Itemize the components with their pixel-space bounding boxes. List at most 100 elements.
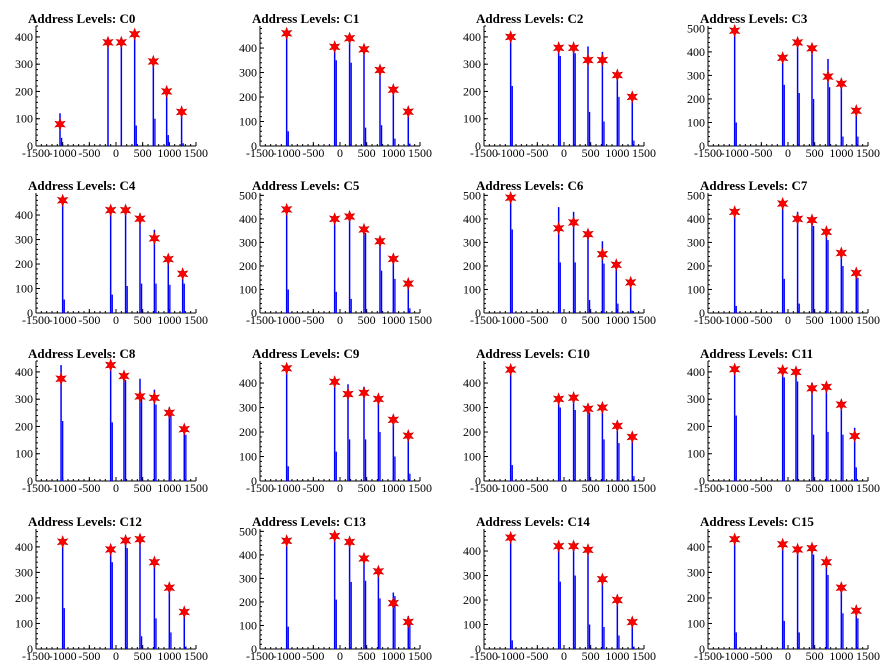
x-tick-label: -1000	[497, 649, 525, 663]
peak-marker	[358, 222, 370, 237]
y-tick-label: 200	[15, 419, 33, 433]
x-tick-label: -1500	[694, 481, 722, 495]
x-tick-label: 1000	[157, 481, 181, 495]
panel-title: Address Levels: C15	[700, 514, 814, 529]
x-tick-label: -500	[526, 313, 548, 327]
chart-panel-2: Address Levels: C2 0 100 200 300 400 -1500-100…	[463, 11, 656, 160]
peak-marker	[328, 529, 341, 543]
x-tick-label: 500	[134, 313, 152, 327]
peak-marker	[567, 539, 580, 553]
y-tick-label: 0	[699, 139, 705, 153]
peak-marker	[835, 246, 848, 260]
x-tick-label: 1000	[157, 146, 181, 160]
peak-marker	[582, 543, 594, 557]
panel-title: Address Levels: C1	[252, 11, 359, 26]
x-tick-label: -1000	[497, 313, 525, 327]
peak-marker	[567, 391, 580, 405]
chart-panel-9: Address Levels: C9 0 100 200 300 400 -1500-100…	[239, 346, 432, 495]
y-tick-label: 0	[27, 474, 33, 488]
peak-marker	[358, 386, 370, 400]
y-tick-label: 200	[463, 593, 481, 607]
y-tick-label: 100	[687, 616, 705, 630]
peak-marker	[850, 104, 863, 118]
y-tick-label: 100	[15, 616, 33, 630]
y-tick-label: 200	[239, 90, 257, 104]
x-tick-label: -500	[78, 649, 100, 663]
peak-marker	[552, 221, 565, 235]
x-tick-label: -500	[526, 146, 548, 160]
peak-marker	[104, 358, 117, 372]
peak-marker	[56, 535, 69, 549]
y-tick-label: 400	[15, 30, 33, 44]
x-tick-label: 500	[358, 146, 376, 160]
x-tick-label: 1500	[408, 146, 432, 160]
peak-marker	[56, 193, 69, 208]
peak-marker	[850, 266, 863, 280]
x-tick-label: -1000	[497, 481, 525, 495]
y-tick-label: 500	[687, 21, 705, 35]
peak-marker	[504, 362, 517, 377]
y-tick-label: 400	[15, 208, 33, 222]
peak-marker	[134, 532, 146, 546]
peak-marker	[372, 392, 385, 406]
peak-marker	[835, 76, 848, 91]
chart-panel-15: Address Levels: C15 0 100 200 300 400 -1500-10…	[687, 514, 880, 663]
peak-marker	[728, 532, 741, 546]
x-tick-label: 0	[337, 313, 343, 327]
peak-marker	[791, 212, 804, 226]
panel-title: Address Levels: C6	[476, 178, 584, 193]
y-tick-label: 200	[687, 591, 705, 605]
panel-title: Address Levels: C7	[700, 178, 808, 193]
y-tick-label: 400	[463, 544, 481, 558]
peak-marker	[402, 615, 415, 629]
x-tick-label: 0	[785, 649, 791, 663]
y-tick-label: 100	[463, 618, 481, 632]
x-tick-label: 0	[785, 146, 791, 160]
x-tick-label: -500	[302, 481, 324, 495]
y-tick-label: 0	[699, 642, 705, 656]
peak-marker	[776, 196, 789, 211]
y-tick-label: 0	[475, 474, 481, 488]
y-tick-label: 300	[239, 401, 257, 415]
chart-panel-11: Address Levels: C11 0 100 200 300 400 -1500-10…	[687, 346, 880, 495]
y-tick-label: 100	[239, 450, 257, 464]
x-tick-label: -1500	[470, 649, 498, 663]
y-tick-label: 100	[463, 112, 481, 126]
y-tick-label: 300	[687, 565, 705, 579]
x-tick-label: -500	[302, 146, 324, 160]
peak-marker	[148, 231, 161, 245]
x-tick-label: -1500	[246, 481, 274, 495]
peak-marker	[280, 26, 293, 41]
y-tick-label: 400	[687, 212, 705, 226]
x-tick-label: 500	[134, 146, 152, 160]
x-tick-label: -500	[78, 481, 100, 495]
x-tick-label: -500	[78, 313, 100, 327]
y-tick-label: 300	[15, 233, 33, 247]
y-tick-label: 200	[463, 259, 481, 273]
peak-marker	[328, 40, 341, 54]
y-tick-label: 500	[463, 188, 481, 202]
peak-marker	[806, 41, 818, 56]
y-tick-label: 100	[239, 618, 257, 632]
x-tick-label: -1000	[721, 313, 749, 327]
peak-marker	[115, 35, 128, 50]
y-tick-label: 200	[463, 84, 481, 98]
x-tick-label: -1500	[246, 146, 274, 160]
x-tick-label: 500	[582, 313, 600, 327]
x-tick-label: 1000	[157, 649, 181, 663]
panel-title: Address Levels: C11	[700, 346, 813, 361]
peak-marker	[596, 247, 609, 261]
peak-marker	[387, 596, 400, 610]
peak-marker	[343, 535, 356, 549]
peak-marker	[178, 422, 191, 436]
y-tick-label: 500	[239, 524, 257, 538]
peak-marker	[162, 252, 175, 266]
y-tick-label: 200	[239, 259, 257, 273]
x-tick-label: 0	[113, 481, 119, 495]
peak-marker	[850, 604, 863, 618]
peak-marker	[728, 205, 741, 219]
x-tick-label: -1500	[470, 313, 498, 327]
x-tick-label: -1000	[49, 313, 77, 327]
x-tick-label: 1000	[381, 146, 405, 160]
y-tick-label: 400	[239, 212, 257, 226]
